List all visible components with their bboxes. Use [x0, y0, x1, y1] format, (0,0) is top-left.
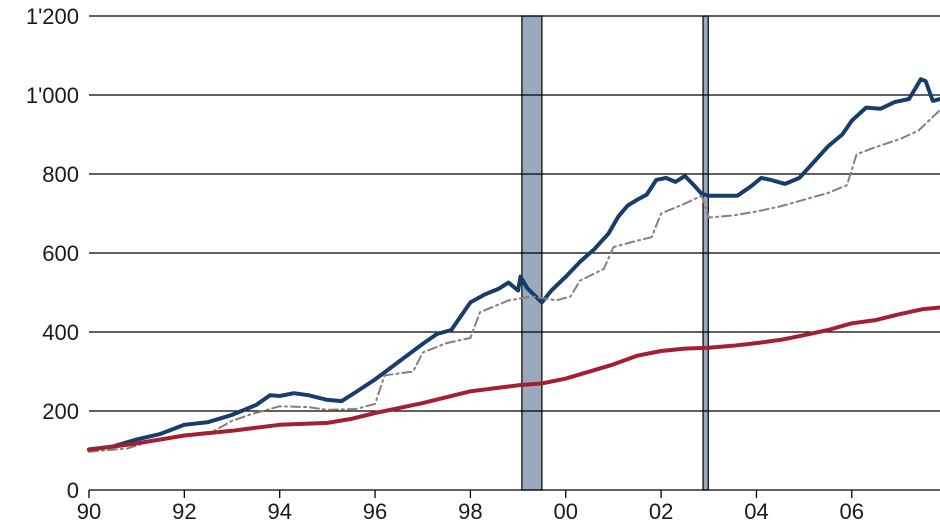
x-tick-label: 98: [458, 499, 482, 524]
y-axis-tick-labels: 0 200 400 600 800 1'000 1'200: [26, 4, 79, 503]
y-tick-label: 600: [42, 241, 79, 266]
x-tick-label: 06: [840, 499, 864, 524]
y-tick-label: 800: [42, 162, 79, 187]
x-tick-label: 00: [554, 499, 578, 524]
y-tick-label: 200: [42, 399, 79, 424]
series-line-2: [88, 109, 940, 453]
x-tick-label: 02: [649, 499, 673, 524]
y-tick-label: 1'000: [26, 83, 79, 108]
series-line-3: [87, 305, 940, 452]
x-tick-label: 90: [77, 499, 101, 524]
x-tick-label: 94: [267, 499, 291, 524]
gridlines: [89, 15, 940, 412]
x-tick-label: 04: [744, 499, 768, 524]
y-tick-label: 400: [42, 320, 79, 345]
y-tick-label: 1'200: [26, 4, 79, 29]
y-tick-label: 0: [67, 478, 79, 503]
x-tick-label: 96: [363, 499, 387, 524]
series-line-1: [87, 77, 940, 452]
x-tick-label: 92: [172, 499, 196, 524]
x-axis-tick-labels: 90 92 94 96 98 00 02 04 06: [77, 490, 864, 524]
data-series: [87, 77, 940, 453]
